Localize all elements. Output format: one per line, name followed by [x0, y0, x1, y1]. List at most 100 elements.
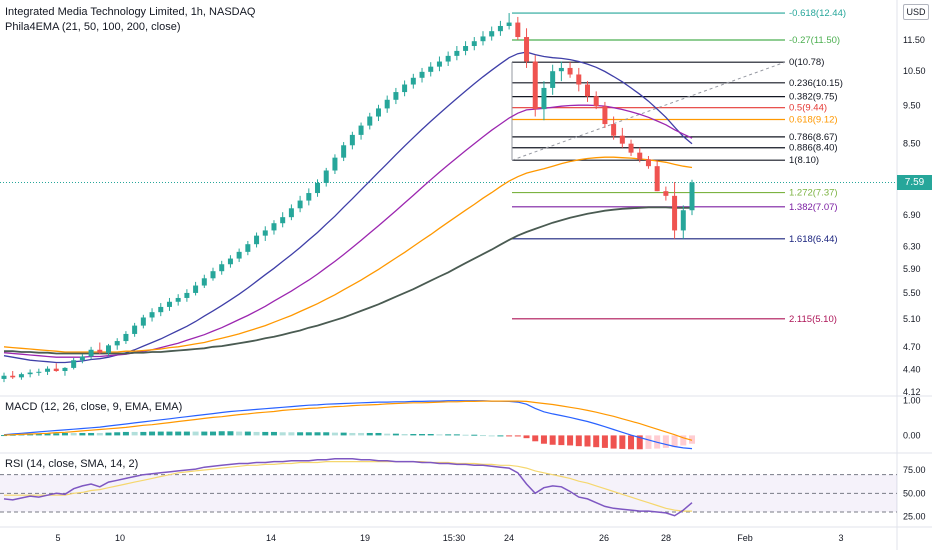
macd-histogram-bar	[323, 432, 330, 436]
price-tick-label: 4.12	[903, 387, 921, 397]
rsi-tick-label: 75.00	[903, 465, 926, 475]
candle-body	[1, 375, 7, 379]
rsi-tick-label: 25.00	[903, 512, 926, 522]
macd-histogram-bar	[44, 433, 51, 436]
fib-level-label: 0(10.78)	[789, 57, 824, 68]
rsi-legend[interactable]: RSI (14, close, SMA, 14, 2)	[5, 458, 139, 470]
macd-histogram-bar	[227, 431, 234, 436]
price-tick-label: 9.50	[903, 101, 921, 111]
candle-body	[672, 195, 678, 231]
macd-histogram-bar	[183, 431, 190, 436]
macd-histogram-bar	[288, 432, 295, 436]
candle-body	[663, 191, 669, 196]
candle-body	[62, 367, 68, 372]
macd-histogram-bar	[53, 433, 60, 436]
macd-histogram-bar	[88, 432, 95, 436]
candle-body	[628, 143, 634, 153]
candle-body	[680, 210, 686, 231]
macd-histogram-bar	[689, 435, 695, 444]
fib-level-label: 1.618(6.44)	[789, 234, 838, 245]
candle-body	[567, 67, 573, 75]
macd-histogram-bar	[523, 435, 530, 439]
fib-level-label: 0.786(8.67)	[789, 132, 838, 143]
candle-body	[166, 301, 172, 307]
macd-histogram-bar	[166, 431, 173, 436]
currency-badge[interactable]: USD	[903, 4, 929, 20]
candle-body	[18, 374, 24, 378]
fib-level-label: -0.618(12.44)	[789, 8, 846, 19]
macd-histogram-bar	[236, 431, 243, 436]
macd-signal-line	[3, 400, 693, 441]
macd-histogram-bar	[175, 431, 182, 436]
candle-body	[489, 31, 495, 37]
macd-histogram-bar	[79, 432, 86, 436]
macd-tick-label: 0.00	[903, 430, 921, 440]
price-tick-label: 5.50	[903, 288, 921, 298]
fib-level-label: 1.272(7.37)	[789, 188, 838, 199]
candle-body	[384, 99, 390, 109]
fib-level-label: 0.886(8.40)	[789, 143, 838, 154]
candle-body	[288, 208, 294, 218]
macd-histogram-bar	[70, 432, 77, 436]
macd-histogram-bar	[114, 432, 121, 436]
macd-histogram-bar	[514, 435, 521, 437]
macd-histogram-bar	[375, 432, 382, 436]
candle-body	[10, 375, 16, 378]
macd-histogram-bar	[297, 432, 304, 436]
macd-histogram-bar	[279, 432, 286, 436]
candle-body	[584, 84, 590, 97]
macd-histogram-bar	[27, 434, 34, 436]
candle-body	[619, 135, 625, 144]
candle-body	[541, 87, 547, 110]
candle-body	[140, 317, 146, 326]
candle-body	[227, 258, 233, 265]
macd-histogram-bar	[384, 433, 391, 436]
time-tick-label: 26	[599, 533, 609, 543]
candle-body	[323, 170, 329, 183]
rsi-tick-label: 50.00	[903, 488, 926, 498]
candle-body	[306, 193, 312, 201]
macd-histogram-bar	[270, 431, 277, 436]
candle-body	[97, 349, 103, 353]
macd-histogram-bar	[584, 435, 591, 447]
macd-histogram-bar	[419, 434, 426, 436]
macd-legend[interactable]: MACD (12, 26, close, 9, EMA, EMA)	[5, 401, 183, 413]
macd-histogram-bar	[445, 434, 452, 436]
candle-body	[602, 106, 608, 125]
macd-histogram-bar	[305, 432, 312, 436]
rsi-line	[3, 458, 693, 517]
candle-body	[454, 50, 460, 56]
macd-histogram-bar	[549, 435, 556, 445]
time-tick-label: 19	[360, 533, 370, 543]
fib-level-label: 1(8.10)	[789, 155, 819, 166]
time-tick-label: 28	[661, 533, 671, 543]
candle-body	[393, 92, 399, 100]
price-tick-label: 8.50	[903, 139, 921, 149]
macd-histogram-bar	[349, 432, 356, 436]
candle-body	[262, 230, 268, 236]
macd-histogram-bar	[131, 431, 138, 436]
time-tick-label: 15:30	[443, 533, 466, 543]
fib-level-label: -0.27(11.50)	[789, 35, 840, 46]
macd-histogram-bar	[314, 432, 321, 436]
macd-histogram-bar	[105, 432, 112, 436]
candle-body	[184, 292, 190, 298]
rsi-ma-line	[4, 461, 692, 512]
candle-body	[515, 22, 521, 38]
candle-body	[271, 223, 277, 231]
candle-body	[654, 166, 660, 192]
candle-body	[637, 152, 643, 160]
macd-histogram-bar	[218, 431, 225, 436]
candle-body	[236, 251, 242, 259]
time-tick-label: Feb	[737, 533, 753, 543]
candle-body	[463, 46, 469, 51]
indicator-legend[interactable]: Phila4EMA (21, 50, 100, 200, close)	[5, 21, 181, 33]
candle-body	[375, 108, 381, 117]
price-tick-label: 10.50	[903, 66, 926, 76]
candle-body	[367, 116, 373, 126]
candle-body	[88, 349, 94, 357]
macd-tick-label: 1.00	[903, 396, 921, 406]
candle-body	[53, 368, 59, 372]
fib-level-label: 0.236(10.15)	[789, 78, 843, 89]
candle-body	[219, 264, 225, 272]
